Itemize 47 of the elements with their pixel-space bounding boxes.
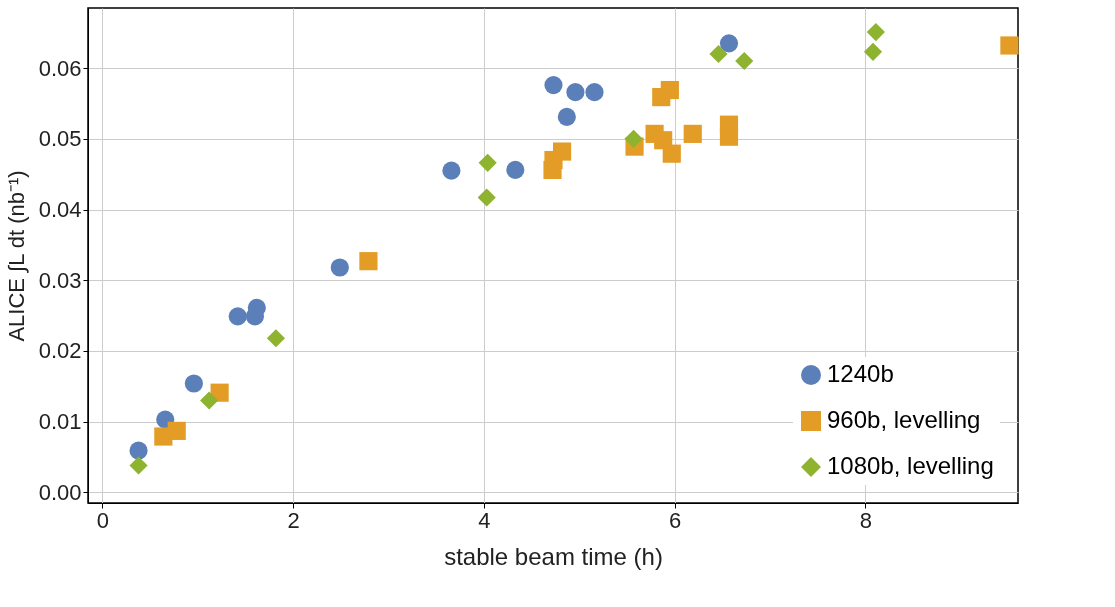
point: [866, 22, 885, 42]
y-tick-label: 0.02: [38, 338, 82, 364]
point: [566, 83, 585, 102]
point: [662, 144, 681, 163]
point: [477, 188, 496, 207]
point: [330, 258, 349, 277]
point: [552, 142, 572, 161]
y-axis-title: ALICE ∫L dt (nb⁻¹): [3, 170, 29, 342]
point: [506, 160, 525, 179]
point: [683, 124, 702, 143]
x-tick-label: 2: [287, 507, 300, 533]
point: [1000, 36, 1019, 55]
point: [719, 127, 739, 146]
x-tick-label: 6: [668, 507, 682, 533]
y-tick-label: 0.04: [38, 197, 82, 223]
point: [442, 161, 461, 180]
y-tick-label: 0.03: [38, 267, 82, 293]
x-axis-title: stable beam time (h): [444, 542, 663, 570]
y-tick-label: 0.01: [38, 409, 82, 435]
y-tick-label: 0.00: [38, 479, 82, 505]
y-tick-label: 0.05: [38, 126, 82, 152]
point: [247, 298, 266, 317]
point: [585, 83, 604, 102]
point: [624, 129, 643, 148]
point: [863, 42, 883, 61]
point: [735, 51, 754, 71]
point: [478, 153, 497, 172]
point: [719, 34, 739, 53]
point: [129, 441, 148, 460]
x-tick-label: 4: [478, 507, 491, 533]
point: [557, 107, 576, 126]
point: [228, 307, 247, 326]
point: [200, 391, 219, 410]
x-tick-label: 0: [96, 507, 109, 533]
point: [266, 329, 285, 348]
point: [709, 44, 728, 64]
point: [129, 456, 148, 475]
legend-label: 960b, levelling: [827, 406, 981, 433]
y-tick-label: 0.06: [38, 55, 82, 81]
point: [184, 374, 203, 393]
x-tick-label: 8: [859, 507, 873, 533]
legend-label: 1080b, levelling: [827, 452, 994, 479]
legend-label: 1240b: [827, 360, 894, 387]
point: [359, 252, 378, 271]
point: [544, 76, 563, 95]
point: [167, 421, 186, 440]
point: [660, 80, 679, 100]
